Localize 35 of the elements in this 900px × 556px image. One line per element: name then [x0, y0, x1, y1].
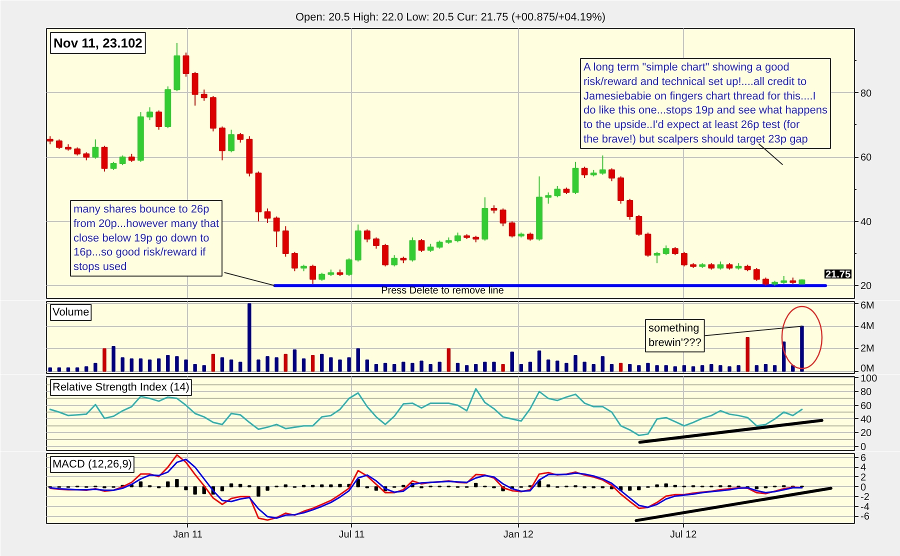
- y-tick-label: -6: [860, 512, 870, 523]
- x-tick-label: Jul 12: [670, 530, 698, 540]
- text: Relative Strength Index (14): [52, 382, 190, 394]
- x-tick-label: Jan 12: [503, 530, 534, 540]
- annotation: Nov 11, 23.102: [54, 36, 142, 50]
- y-tick-label: -4: [860, 502, 870, 513]
- y-tick-label: 40: [860, 414, 872, 426]
- y-tick-label: 4: [860, 462, 866, 474]
- annotation: 21.75: [825, 270, 851, 280]
- y-tick-label: 20: [860, 428, 872, 440]
- y-tick-label: 2: [860, 472, 866, 484]
- annotation: something brewin'???: [648, 322, 702, 349]
- y-tick-label: 60: [860, 400, 872, 412]
- y-tick-label: 60: [860, 152, 872, 164]
- y-tick-label: 20: [860, 281, 872, 292]
- y-tick-label: 80: [860, 88, 872, 100]
- y-tick-label: 40: [860, 216, 872, 228]
- y-tick-label: 2M: [860, 343, 874, 354]
- text: MACD (12,26,9): [52, 458, 132, 470]
- y-tick-label: 0: [860, 482, 866, 494]
- y-tick-label: 6M: [860, 300, 874, 312]
- y-tick-label: 0M: [860, 364, 874, 374]
- chart-title: Volume: [52, 306, 90, 318]
- y-tick-label: 6: [860, 452, 866, 464]
- x-tick-label: Jul 11: [338, 530, 366, 540]
- x-tick-label: Jan 11: [173, 530, 203, 540]
- y-tick-label: 0: [860, 442, 866, 453]
- y-tick-label: 4M: [860, 320, 874, 332]
- chart-subtitle: Open: 20.5 High: 22.0 Low: 20.5 Cur: 21.75 (+00.875/+04.19%): [295, 12, 606, 24]
- y-tick-label: -2: [860, 492, 870, 504]
- annotation: A long term "simple chart" showing a good risk/reward and technical set up!....all credit to Jamesiebabie on fingers chart thread for this....I do like this one...stops 19p and see what happens to the upside..I'd expect at least 26p test (for the brave!) but scalpers should target 23p gap: [584, 62, 828, 146]
- y-tick-label: 100: [860, 374, 878, 384]
- annotation: Press Delete to remove line: [381, 286, 504, 296]
- annotation: many shares bounce to 26p from 20p...however many that close below 19p go down to 16p...so good risk/reward if stops used: [74, 204, 220, 274]
- y-tick-label: 80: [860, 387, 872, 398]
